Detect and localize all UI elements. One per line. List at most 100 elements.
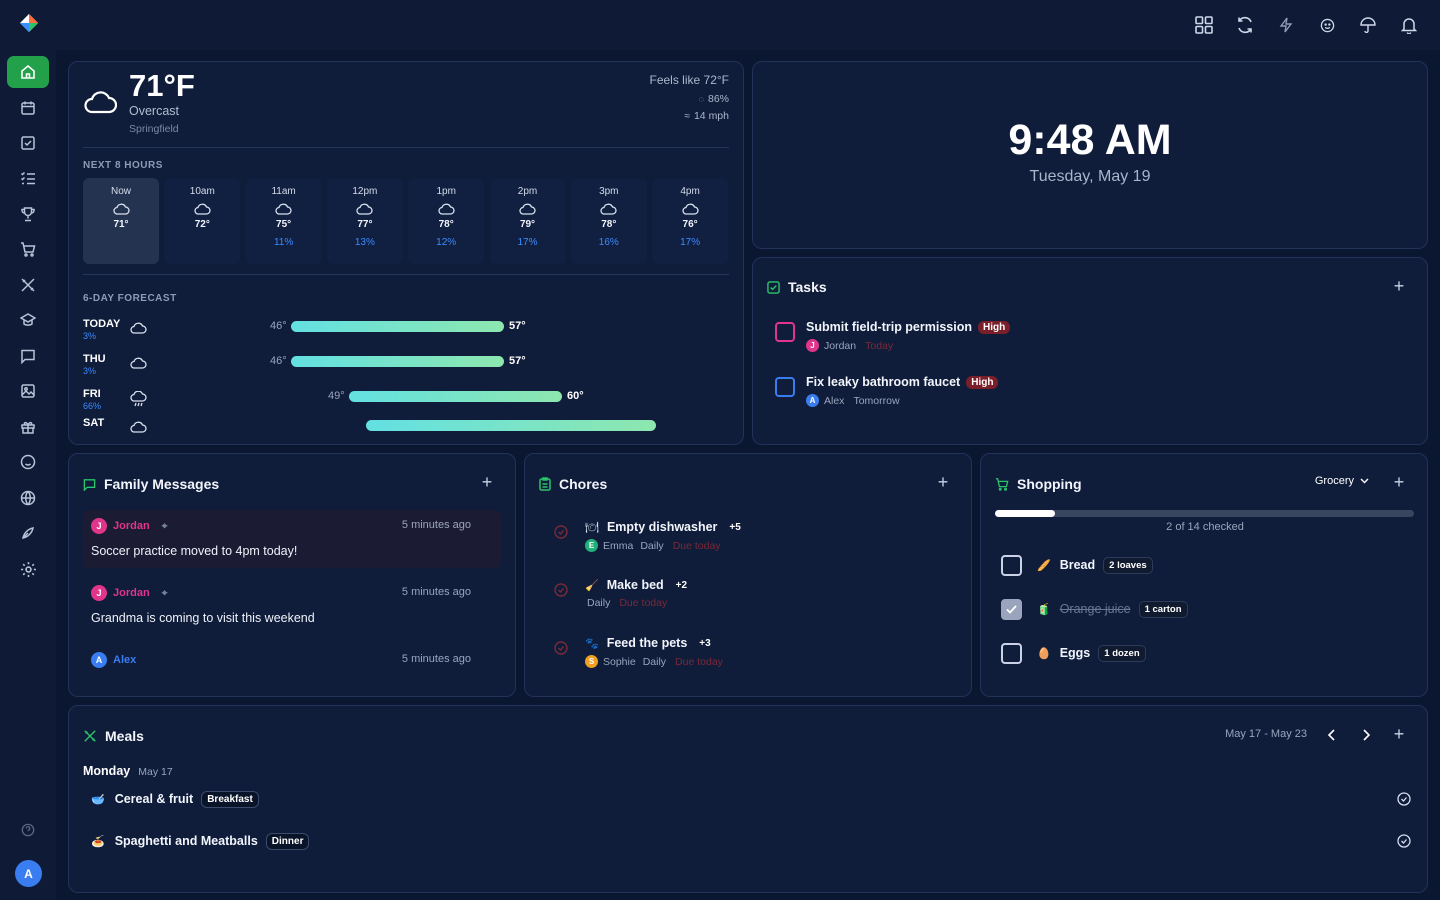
avatar: J [91, 585, 107, 601]
task-checkbox[interactable] [775, 322, 795, 342]
sidebar-item-photos[interactable] [7, 375, 49, 407]
sidebar-item-lists[interactable] [7, 162, 49, 194]
shopping-item[interactable]: 🥖 Bread 2 loaves [1001, 552, 1381, 578]
chores-header: Chores [539, 476, 607, 492]
next-week-button[interactable] [1362, 728, 1371, 746]
bell-icon[interactable] [1398, 14, 1420, 36]
message-item[interactable]: J Jordan ⌖ 5 minutes ago Soccer practice mov… [83, 510, 501, 568]
sidebar-item-gifts[interactable] [7, 411, 49, 443]
sidebar-item-meals[interactable] [7, 269, 49, 301]
forecast-day: SAT [83, 417, 105, 429]
sidebar-item-shopping[interactable] [7, 233, 49, 265]
cloud-icon [408, 202, 484, 215]
message-item[interactable]: J Jordan ⌖ 5 minutes ago Grandma is coming t… [83, 577, 501, 635]
meal-icon: 🍝 [91, 835, 105, 848]
hour-label: 3pm [599, 186, 619, 197]
meal-name: Spaghetti and Meatballs [114, 834, 258, 848]
hour-forecast-item: 11am 75° 11% [245, 178, 322, 264]
previous-week-button[interactable] [1327, 728, 1336, 746]
meal-item[interactable]: 🥣 Cereal & fruit Breakfast [91, 786, 1411, 812]
complete-chore-icon[interactable] [554, 583, 568, 602]
home-icon [21, 64, 35, 79]
meal-day-name: Monday [83, 764, 131, 778]
author-name: Jordan [113, 587, 150, 599]
refresh-icon[interactable] [1234, 14, 1256, 36]
sidebar-item-pets[interactable] [7, 517, 49, 549]
top-bar [0, 0, 1440, 50]
add-task-button[interactable]: + [1393, 276, 1405, 296]
chore-title: Make bed [606, 578, 664, 592]
hour-label: 11am [271, 186, 296, 197]
task-item[interactable]: Fix leaky bathroom faucet High [806, 375, 999, 389]
daily-forecast-row: TODAY 3% 46° 57° [83, 318, 723, 342]
task-meta: A Alex Tomorrow [806, 394, 900, 407]
add-chore-button[interactable]: + [937, 472, 949, 492]
temperature-range-bar [366, 420, 656, 431]
sidebar-item-settings[interactable] [7, 553, 49, 585]
divider [83, 147, 729, 148]
chore-item[interactable]: 🐾 Feed the pets +3 S Sophie Daily Due today [539, 636, 957, 688]
humidity: ◌ 86% [699, 93, 729, 105]
shopping-checkbox[interactable] [1001, 554, 1022, 576]
lightning-icon[interactable] [1275, 14, 1297, 36]
help-icon [21, 823, 35, 837]
task-item[interactable]: Submit field-trip permission High [806, 320, 1011, 334]
complete-chore-icon[interactable] [554, 641, 568, 660]
cloud-icon [84, 91, 117, 114]
avatar: S [585, 655, 598, 668]
chore-frequency: Daily [587, 597, 611, 609]
meal-done-icon[interactable] [1397, 792, 1411, 811]
meal-item[interactable]: 🍝 Spaghetti and Meatballs Dinner [91, 828, 1411, 854]
sidebar-item-tasks[interactable] [7, 127, 49, 159]
shopping-checkbox[interactable] [1001, 598, 1022, 620]
chore-item[interactable]: 🍽 Empty dishwasher +5 E Emma Daily Due today [539, 520, 957, 572]
priority-badge: High [966, 375, 999, 389]
task-assignee: Jordan [824, 339, 857, 352]
pin-icon[interactable]: ⌖ [161, 520, 168, 532]
shopping-item[interactable]: 🥚 Eggs 1 dozen [1001, 640, 1381, 666]
hour-forecast-item: 3pm 78° 16% [570, 178, 647, 264]
sidebar-item-messages[interactable] [7, 340, 49, 372]
clock-date: Tuesday, May 19 [1029, 168, 1151, 185]
forecast-title: 6-DAY FORECAST [83, 293, 177, 304]
chevron-left-icon [1327, 729, 1335, 741]
sidebar-item-help[interactable] [7, 814, 49, 846]
hour-label: 12pm [352, 186, 378, 197]
smiley-icon[interactable] [1316, 14, 1338, 36]
sidebar-item-home[interactable] [7, 56, 49, 88]
sidebar-item-rewards[interactable] [7, 198, 49, 230]
cloud-icon [83, 202, 159, 215]
divider [83, 274, 729, 275]
add-item-button[interactable]: + [1393, 472, 1405, 492]
sidebar-item-school[interactable] [7, 304, 49, 336]
chore-item[interactable]: 🧹 Make bed +2 Daily Due today [539, 578, 957, 630]
chore-assignee: Sophie [603, 655, 636, 668]
chevron-right-icon [1363, 729, 1371, 741]
sidebar-item-globe[interactable] [7, 482, 49, 514]
author-name: Alex [113, 654, 137, 666]
message-time: 5 minutes ago [401, 653, 471, 665]
message-item[interactable]: A Alex 5 minutes ago [83, 644, 501, 696]
daily-forecast-row: THU 3% 46° 57° [83, 353, 723, 377]
sidebar-item-mood[interactable] [7, 446, 49, 478]
sidebar-item-calendar[interactable] [7, 92, 49, 124]
grid-icon[interactable] [1193, 14, 1215, 36]
hour-precip: 11% [273, 237, 294, 248]
hour-label: 1pm [436, 186, 456, 197]
hour-precip: 17% [517, 237, 538, 248]
add-meal-button[interactable]: + [1393, 724, 1405, 744]
complete-chore-icon[interactable] [554, 525, 568, 544]
umbrella-icon[interactable] [1357, 14, 1379, 36]
meal-done-icon[interactable] [1397, 834, 1411, 853]
message-author: A Alex [91, 652, 136, 668]
chore-assignee: Emma [603, 539, 634, 552]
pin-icon[interactable]: ⌖ [161, 587, 168, 599]
user-avatar[interactable]: A [15, 860, 42, 887]
list-selector[interactable]: Grocery [1315, 475, 1369, 487]
shopping-checkbox[interactable] [1001, 642, 1022, 664]
chore-title: Feed the pets [606, 636, 688, 650]
add-message-button[interactable]: + [481, 472, 493, 492]
task-checkbox[interactable] [775, 377, 795, 397]
shopping-item[interactable]: 🧃 Orange juice 1 carton [1001, 596, 1381, 622]
app-logo-icon[interactable] [18, 12, 40, 34]
